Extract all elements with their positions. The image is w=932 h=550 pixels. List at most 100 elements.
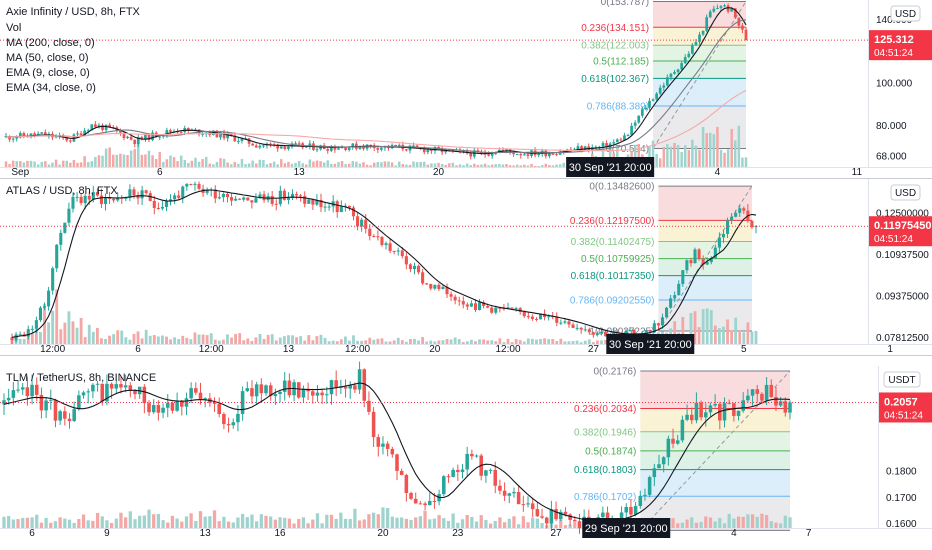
time-tick-label: 4 — [731, 528, 737, 539]
volume-bar — [676, 523, 680, 528]
candle-body — [505, 149, 508, 151]
volume-bar — [319, 161, 322, 167]
volume-bar — [587, 339, 591, 344]
volume-bar — [329, 514, 334, 528]
volume-bar — [258, 159, 262, 167]
volume-bar — [372, 162, 376, 167]
candle-body — [282, 190, 286, 200]
candle-body — [59, 232, 63, 245]
fib-zone-2 — [653, 45, 746, 62]
volume-bar — [104, 148, 108, 167]
candle-body — [54, 136, 58, 138]
volume-bar — [26, 160, 29, 167]
volume-bar — [86, 520, 90, 528]
volume-bar — [478, 339, 481, 344]
candle-body — [744, 29, 748, 41]
candle-body — [376, 437, 381, 447]
candle-body — [548, 153, 551, 157]
volume-bar — [212, 510, 217, 528]
candle-body — [626, 135, 630, 137]
candle-body — [101, 125, 104, 130]
volume-bar — [437, 515, 441, 528]
candle-body — [169, 130, 172, 132]
candle-body — [240, 391, 245, 414]
volume-bar — [364, 340, 368, 344]
volume-bar — [94, 156, 97, 167]
candle-body — [658, 87, 662, 94]
volume-bar — [433, 341, 437, 344]
volume-bar — [128, 511, 132, 528]
time-tick-label: 6 — [157, 167, 163, 178]
volume-bar — [522, 341, 526, 344]
indicator-legend-item[interactable]: EMA (9, close, 0) — [6, 67, 90, 79]
candle-body — [262, 145, 265, 147]
volume-bar — [760, 513, 764, 528]
chart-panel-3[interactable]: 0(0.2176) 0.236(0.2034) 0.382(0.1946) 0.5(0… — [0, 361, 932, 539]
volume-bar — [498, 338, 502, 344]
volume-bar — [140, 338, 144, 344]
chart-panel-2[interactable]: 0(0.13482600) 0.236(0.12197500) 0.382(0.11… — [0, 179, 932, 356]
currency-badge[interactable]: USD — [890, 184, 921, 201]
volume-bar — [563, 525, 568, 528]
volume-bar — [409, 339, 412, 344]
currency-badge[interactable]: USD — [890, 5, 921, 22]
fib-retracement[interactable]: 0(0.13482600) 0.236(0.12197500) 0.382(0.11… — [570, 182, 753, 338]
chart-panel-1[interactable]: 0(153.787) 0.236(134.151) 0.382(122.003) 0.… — [0, 0, 932, 179]
candle-body — [577, 521, 582, 529]
candle-body — [71, 196, 75, 209]
indicator-legend-item[interactable]: Vol — [6, 22, 21, 34]
candle-body — [360, 219, 364, 227]
fib-level-label: 0.382(0.1946) — [574, 427, 636, 438]
volume-bar — [122, 154, 126, 167]
indicator-legend-item[interactable]: MA (200, close, 0) — [6, 37, 95, 49]
volume-bar — [69, 162, 72, 167]
volume-bar — [53, 521, 58, 528]
candle-body — [268, 385, 273, 397]
volume-bar — [40, 161, 43, 167]
candle-body — [558, 152, 562, 155]
indicator-legend-item[interactable]: EMA (34, close, 0) — [6, 82, 96, 94]
volume-bar — [61, 160, 65, 167]
candle-body — [315, 392, 320, 396]
volume-bar — [104, 338, 107, 344]
volume-bar — [555, 164, 558, 167]
volume-bar — [455, 165, 458, 167]
candle-body — [297, 143, 301, 145]
candle-body — [432, 500, 437, 502]
candle-body — [394, 144, 398, 148]
indicator-legend-item[interactable]: MA (50, close, 0) — [6, 52, 89, 64]
candle-body — [590, 147, 594, 151]
candle-body — [405, 149, 408, 151]
candle-body — [624, 506, 629, 513]
candle-body — [580, 146, 583, 151]
volume-bar — [676, 145, 680, 167]
fib-level-label: 0.382(122.003) — [581, 41, 649, 52]
volume-bar — [162, 161, 165, 167]
volume-bar — [387, 161, 390, 167]
volume-bar — [507, 518, 511, 528]
candle-body — [94, 124, 97, 127]
candle-body — [412, 145, 415, 147]
volume-bar — [351, 161, 355, 167]
candle-body — [655, 93, 658, 100]
candle-body — [723, 5, 726, 7]
volume-bar — [79, 317, 83, 344]
candle-body — [605, 512, 610, 523]
candle-body — [282, 380, 287, 392]
candle-body — [347, 147, 351, 151]
time-tick-label: 11 — [852, 167, 863, 178]
volume-bar — [755, 516, 759, 528]
volume-bar — [323, 337, 327, 344]
candle-body — [725, 220, 730, 234]
time-tick-label: 27 — [588, 344, 600, 355]
candle-body — [704, 412, 708, 418]
currency-badge[interactable]: USDT — [883, 371, 921, 388]
chart-title: TLM / TetherUS, 8h, BINANCE — [6, 372, 156, 384]
fib-retracement[interactable]: 0(153.787) 0.236(134.151) 0.382(122.003) 0.… — [581, 0, 747, 155]
candle-body — [368, 228, 372, 237]
volume-bar — [368, 337, 372, 344]
time-tick-label: 12:00 — [199, 344, 224, 355]
candle-body — [547, 316, 551, 318]
candle-body — [482, 302, 486, 307]
